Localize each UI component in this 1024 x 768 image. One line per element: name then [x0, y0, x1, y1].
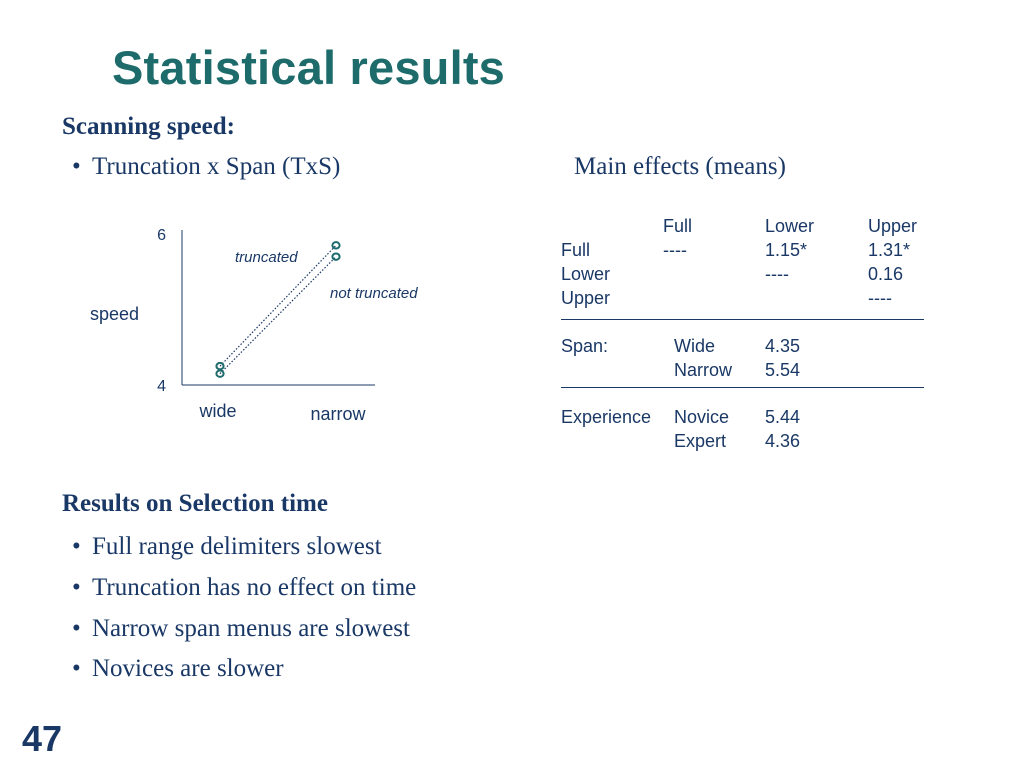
experience-label: Experience	[561, 407, 652, 427]
selection-bullet: • Full range delimiters slowest	[72, 533, 382, 561]
page-number: 47	[22, 718, 63, 759]
scanning-bullet-text: Truncation x Span (TxS)	[92, 153, 341, 180]
bullet-dot: •	[72, 153, 81, 180]
experience-mean: 4.36	[765, 431, 801, 451]
table-cell: 1.31*	[868, 240, 911, 260]
selection-bullet-text: Truncation has no effect on time	[92, 574, 417, 601]
series-label: truncated	[235, 249, 298, 266]
span-mean: 5.54	[765, 360, 801, 380]
span-level: Wide	[674, 336, 716, 356]
scanning-speed-heading: Scanning speed:	[62, 113, 235, 140]
main-effects-caption: Main effects (means)	[574, 153, 786, 180]
selection-bullet: • Novices are slower	[72, 655, 284, 683]
span-label: Span:	[561, 336, 609, 356]
series-line	[219, 244, 337, 367]
table-header-cell: Full	[663, 216, 693, 236]
table-divider	[561, 387, 924, 388]
table-cell: Full	[561, 240, 591, 260]
table-cell: ----	[765, 264, 789, 284]
selection-bullet-text: Novices are slower	[92, 655, 284, 682]
span-level: Narrow	[674, 360, 733, 380]
y-tick-label: 4	[157, 378, 166, 395]
table-header-cell: Upper	[868, 216, 918, 236]
bullet-dot: •	[72, 533, 81, 560]
selection-bullet: • Truncation has no effect on time	[72, 574, 416, 602]
x-tick-label: narrow	[310, 404, 366, 424]
selection-bullet-text: Narrow span menus are slowest	[92, 615, 410, 642]
selection-bullet: • Narrow span menus are slowest	[72, 615, 410, 643]
table-cell: 1.15*	[765, 240, 808, 260]
table-divider	[561, 319, 924, 320]
data-point	[331, 252, 341, 261]
selection-time-heading: Results on Selection time	[62, 490, 328, 517]
series-label: not truncated	[330, 285, 418, 302]
bullet-dot: •	[72, 574, 81, 601]
data-point	[331, 241, 341, 250]
series-line	[219, 256, 337, 375]
table-cell: 0.16	[868, 264, 904, 284]
table-cell: ----	[663, 240, 687, 260]
experience-level: Expert	[674, 431, 727, 451]
experience-mean: 5.44	[765, 407, 801, 427]
data-point	[215, 361, 225, 371]
selection-bullet-text: Full range delimiters slowest	[92, 533, 382, 560]
table-cell: Lower	[561, 264, 611, 284]
x-tick-label: wide	[198, 401, 236, 421]
table-cell: ----	[868, 288, 892, 308]
scanning-bullet: • Truncation x Span (TxS)	[72, 153, 340, 181]
slide-title: Statistical results	[112, 41, 506, 94]
bullet-dot: •	[72, 655, 81, 682]
speed-chart: 4 6 speed wide narrow truncated not truncated	[90, 227, 418, 424]
span-mean: 4.35	[765, 336, 801, 356]
data-point	[215, 369, 225, 378]
bullet-dot: •	[72, 615, 81, 642]
table-header-cell: Lower	[765, 216, 815, 236]
table-cell: Upper	[561, 288, 611, 308]
y-axis-label: speed	[90, 304, 139, 324]
y-tick-label: 6	[157, 227, 166, 244]
experience-level: Novice	[674, 407, 730, 427]
